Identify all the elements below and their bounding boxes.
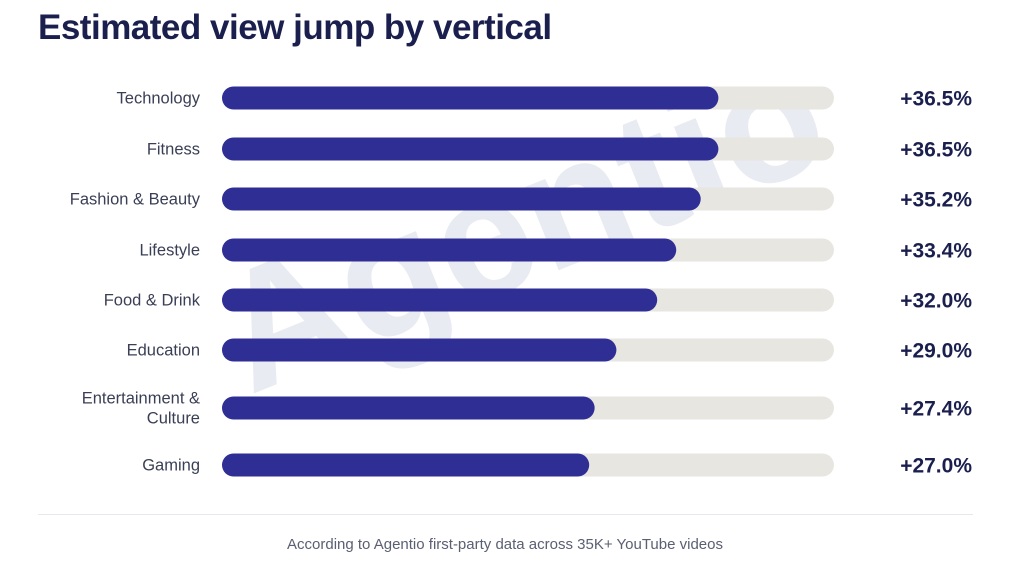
bar [222,288,658,312]
category-label-line: Fitness [147,141,200,159]
category-label: Fitness [147,141,200,159]
bar [222,137,719,161]
category-label-line: Gaming [142,457,200,475]
bar [222,338,617,362]
bar [222,238,677,262]
category-label: Technology [117,90,201,108]
value-label: +29.0% [900,340,972,363]
category-label-line: Fashion & Beauty [70,191,201,209]
category-label: Education [127,342,200,360]
bar [222,453,590,477]
bar-row: Lifestyle +33.4% [139,238,972,263]
chart-title: Estimated view jump by vertical [38,8,552,47]
category-label-line: Technology [117,90,201,108]
value-label: +32.0% [900,290,972,313]
bar [222,86,719,110]
value-label: +27.0% [900,455,972,478]
bar [222,396,595,420]
category-label: Lifestyle [139,242,200,260]
category-label-line: Culture [147,410,200,428]
value-label: +27.4% [900,398,972,421]
category-label-line: Food & Drink [104,292,201,310]
bar [222,187,701,211]
footnote: According to Agentio first-party data ac… [287,536,723,553]
value-label: +35.2% [900,189,972,212]
category-label: Entertainment & Culture [82,390,200,428]
category-label: Gaming [142,457,200,475]
category-label-line: Entertainment & [82,390,200,408]
category-label: Food & Drink [104,292,201,310]
category-label-line: Lifestyle [139,242,200,260]
bar-row: Fitness +36.5% [147,137,972,162]
value-label: +36.5% [900,139,972,162]
bar-row: Fashion & Beauty +35.2% [70,187,972,212]
divider [38,514,973,515]
watermark-logo: Agentio [193,16,851,429]
bar-row: Food & Drink +32.0% [104,288,972,313]
category-label: Fashion & Beauty [70,191,201,209]
bar-row: Education +29.0% [127,338,972,363]
bar-row: Entertainment & Culture +27.4% [82,390,973,428]
bar-row: Technology +36.5% [117,86,972,111]
category-label-line: Education [127,342,200,360]
value-label: +36.5% [900,88,972,111]
bar-row: Gaming +27.0% [142,453,972,478]
value-label: +33.4% [900,240,972,263]
